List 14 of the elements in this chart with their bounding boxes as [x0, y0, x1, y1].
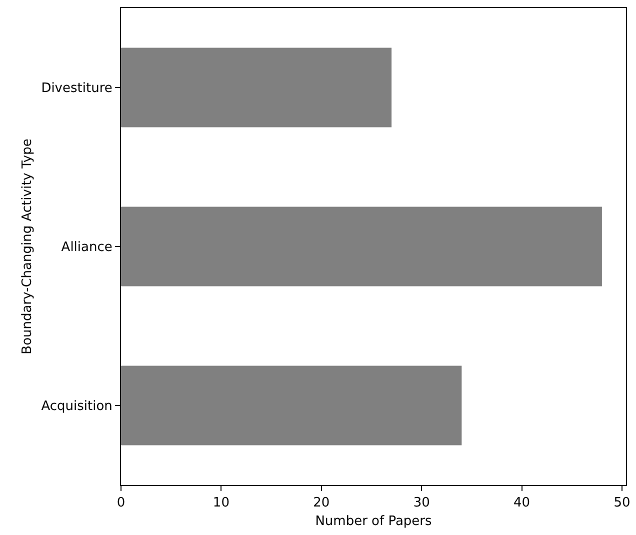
- bar: [121, 48, 392, 128]
- x-tick-label: 40: [514, 496, 530, 511]
- bar: [121, 206, 602, 286]
- y-axis-title: Boundary-Changing Activity Type: [20, 138, 36, 354]
- y-tick-label: Divestiture: [41, 81, 112, 96]
- x-tick-label: 10: [212, 496, 230, 511]
- y-tick-label: Acquisition: [41, 399, 112, 414]
- x-tick-label: 30: [413, 496, 430, 511]
- x-tick-label: 20: [313, 496, 330, 511]
- x-tick-label: 0: [116, 496, 126, 511]
- bar: [121, 366, 462, 446]
- x-tick-label: 50: [614, 496, 630, 511]
- x-axis-title: Number of Papers: [315, 514, 432, 530]
- y-tick-label: Alliance: [61, 240, 112, 256]
